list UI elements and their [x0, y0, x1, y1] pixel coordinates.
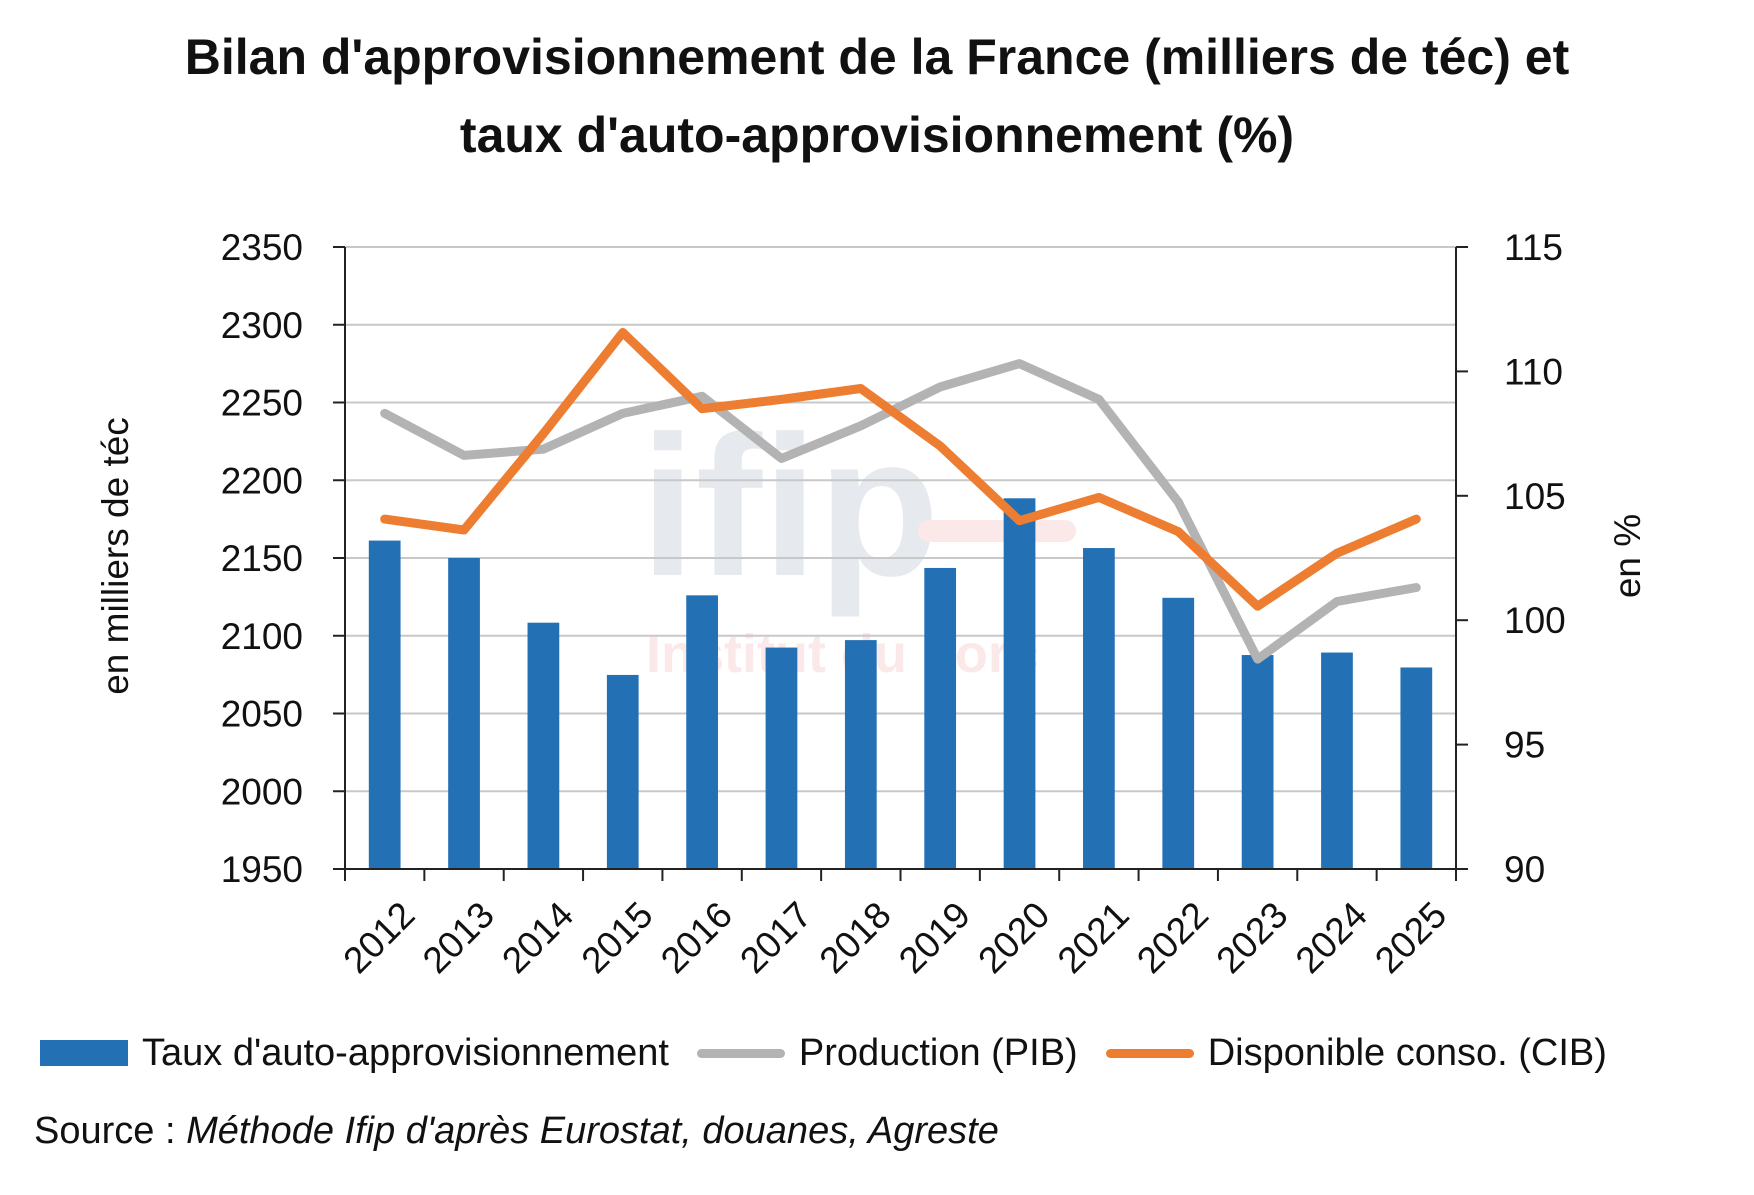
source-text: Méthode Ifip d'après Eurostat, douanes, …	[186, 1110, 999, 1152]
right-axis-tick-label: 115	[1504, 227, 1563, 268]
bar-taux-2021	[1083, 548, 1115, 869]
right-axis-tick-label: 110	[1504, 351, 1563, 392]
left-axis-tick-label: 2100	[221, 616, 303, 657]
right-axis-tick-label: 90	[1504, 849, 1545, 890]
right-axis-tick-label: 95	[1504, 725, 1545, 766]
disponible-line	[380, 328, 1421, 611]
legend-swatch-bars	[40, 1040, 128, 1066]
x-axis-tick-label: 2014	[494, 894, 581, 981]
legend-item-production: Production (PIB)	[696, 1031, 1078, 1075]
bar-series	[368, 498, 1433, 869]
chart-title-line-2: taux d'auto-approvisionnement (%)	[459, 107, 1295, 163]
source-label: Source :	[34, 1110, 187, 1152]
x-axis-tick-label: 2019	[891, 894, 978, 981]
legend-swatch-disponible	[1105, 1048, 1194, 1058]
left-axis-tick-label: 1950	[221, 849, 303, 890]
left-axis-tick-label: 2200	[221, 460, 303, 501]
legend-item-bars: Taux d'auto-approvisionnement	[40, 1032, 669, 1075]
chart-title: Bilan d'approvisionnement de la France (…	[0, 18, 1754, 174]
right-axis-tick-label: 100	[1504, 600, 1566, 641]
bar-taux-2017	[765, 647, 798, 869]
bar-taux-2018	[844, 640, 877, 869]
x-axis-tick-label: 2012	[335, 894, 422, 981]
x-axis-tick-label: 2024	[1288, 894, 1375, 981]
x-axis-tick-label: 2017	[732, 894, 819, 981]
x-axis-tick-label: 2023	[1208, 894, 1295, 981]
left-axis-tick-label: 2050	[221, 694, 303, 735]
legend-label-disponible: Disponible conso. (CIB)	[1207, 1031, 1607, 1074]
bar-taux-2023	[1241, 655, 1274, 869]
bar-taux-2012	[368, 540, 401, 869]
bar-taux-2013	[448, 558, 480, 869]
production-line	[380, 359, 1421, 664]
left-axis-tick-label: 2350	[221, 227, 303, 268]
chart-area: ifip Institut du porc 195020002050210021…	[95, 227, 1648, 981]
legend-label-bars: Taux d'auto-approvisionnement	[142, 1031, 669, 1074]
left-axis-tick-label: 2000	[221, 771, 303, 812]
bar-taux-2019	[924, 567, 957, 869]
bar-taux-2016	[686, 595, 718, 869]
right-axis-title: en %	[1607, 514, 1648, 598]
bar-taux-2014	[527, 622, 560, 869]
x-axis-tick-label: 2021	[1050, 894, 1137, 981]
x-axis-tick-label: 2020	[970, 894, 1057, 981]
x-axis-tick-label: 2015	[574, 894, 661, 981]
x-axis-tick-label: 2022	[1129, 894, 1216, 981]
x-axis-tick-label: 2013	[415, 894, 502, 981]
line-series	[380, 328, 1421, 664]
bar-taux-2024	[1321, 652, 1353, 869]
left-axis-ticks: 1950 2000 2050 2100 2150 2200 2250 2300 2350	[221, 227, 345, 890]
right-axis-ticks: 90 95 100 105 110 115	[1456, 227, 1566, 890]
chart-title-line-1: Bilan d'approvisionnement de la France (…	[184, 29, 1570, 85]
bar-taux-2025	[1400, 667, 1433, 869]
bar-taux-2015	[606, 674, 639, 869]
x-axis-tick-label: 2018	[812, 894, 899, 981]
bar-taux-2020	[1003, 498, 1036, 869]
legend: Taux d'auto-approvisionnement Production…	[40, 1025, 1635, 1081]
bar-taux-2022	[1162, 597, 1195, 869]
legend-swatch-production	[696, 1048, 785, 1058]
x-axis-ticks: 2012201320142015201620172018201920202021…	[335, 869, 1457, 981]
left-axis-tick-label: 2150	[221, 538, 303, 579]
left-axis-tick-label: 2300	[221, 305, 303, 346]
left-axis-tick-label: 2250	[221, 383, 303, 424]
watermark-logo-text: ifip	[640, 395, 940, 618]
x-axis-tick-label: 2016	[653, 894, 740, 981]
source-note: Source : Méthode Ifip d'après Eurostat, …	[34, 1110, 999, 1153]
legend-item-disponible: Disponible conso. (CIB)	[1105, 1031, 1607, 1075]
x-axis-tick-label: 2025	[1367, 894, 1454, 981]
right-axis-tick-label: 105	[1504, 476, 1566, 517]
legend-label-production: Production (PIB)	[798, 1031, 1078, 1074]
left-axis-title: en milliers de téc	[95, 417, 136, 695]
